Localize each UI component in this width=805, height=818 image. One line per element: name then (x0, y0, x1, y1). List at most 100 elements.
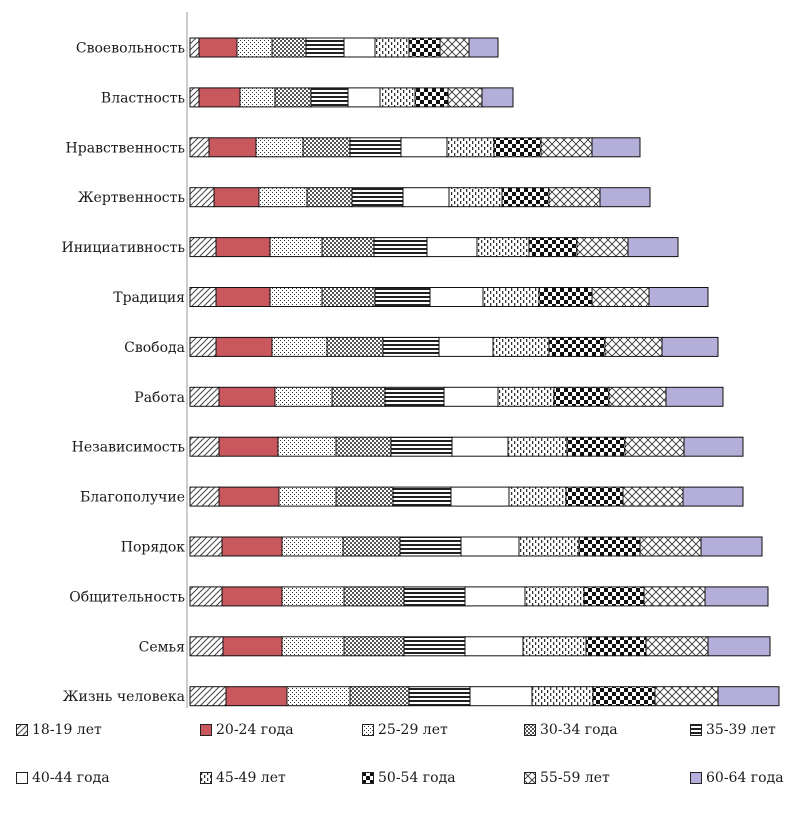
bar-segment (399, 536, 462, 557)
legend-item: 30-34 года (524, 722, 618, 738)
bar-segment (578, 536, 641, 557)
legend-item: 55-59 лет (524, 770, 610, 786)
legend-label: 35-39 лет (706, 722, 776, 738)
bar-segment (408, 37, 441, 58)
bar-segment (189, 237, 217, 258)
category-label: Своевольность (76, 41, 185, 57)
bar-segment (269, 237, 323, 258)
bar-segment (374, 287, 431, 307)
bar-segment (469, 686, 533, 707)
bar-segment (189, 436, 220, 457)
bar-segment (189, 187, 215, 208)
category-label: Нравственность (66, 140, 186, 156)
bar-segment (189, 287, 217, 307)
bar-segment (302, 137, 351, 158)
bar-segment (373, 237, 428, 258)
bar-segment (707, 636, 771, 657)
category-label: Властность (101, 90, 185, 106)
legend-label: 30-34 года (540, 722, 618, 738)
legend-label: 45-49 лет (216, 770, 286, 786)
bar-segment (384, 386, 445, 407)
bar-segment (665, 386, 724, 407)
bar-segment (321, 287, 376, 307)
bar-segment (343, 586, 405, 607)
bar-segment (189, 137, 210, 158)
legend-label: 40-44 года (32, 770, 110, 786)
bar-segment (208, 137, 257, 158)
legend-item: 60-64 года (690, 770, 784, 786)
legend-item: 40-44 года (16, 770, 110, 786)
bar-segment (522, 636, 587, 657)
category-label: Порядок (121, 540, 185, 556)
bar-segment (682, 486, 744, 507)
bar-segment (277, 436, 337, 457)
legend-swatch (362, 772, 374, 784)
bar-segment (493, 137, 542, 158)
bar-segment (225, 686, 288, 707)
bar-segment (604, 336, 663, 357)
bar-segment (379, 87, 416, 108)
bar-segment (218, 486, 280, 507)
bar-segment (321, 237, 375, 258)
bar-segment (306, 187, 353, 208)
bar-segment (661, 336, 719, 357)
bar-segment (392, 486, 452, 507)
category-label: Работа (134, 390, 185, 406)
bar-segment (198, 37, 238, 58)
bar-segment (403, 586, 466, 607)
bar-segment (717, 686, 780, 707)
legend-label: 50-54 года (378, 770, 456, 786)
bar-segment (221, 586, 283, 607)
bar-segment (643, 586, 706, 607)
bar-segment (221, 536, 283, 557)
bar-segment (438, 336, 494, 357)
bar-segment (648, 287, 709, 307)
bar-segment (507, 436, 568, 457)
bar-segment (189, 536, 223, 557)
bar-segment (189, 636, 224, 657)
category-label: Независимость (72, 440, 186, 456)
bar-segment (700, 536, 763, 557)
bar-segment (390, 436, 453, 457)
stacked-bar-chart: Своевольность Властность Нравственность Жер… (62, 12, 780, 708)
bar-segment (447, 87, 483, 108)
bar-segment (518, 536, 580, 557)
legend-label: 20-24 года (216, 722, 294, 738)
legend-swatch (200, 724, 212, 736)
bar-segment (639, 536, 702, 557)
bar-segment (501, 187, 550, 208)
bar-segment (382, 336, 440, 357)
bar-segment (591, 137, 641, 158)
bar-segment (271, 336, 328, 357)
bar-segment (189, 586, 223, 607)
bar-segment (443, 386, 499, 407)
bar-segment (215, 237, 271, 258)
bar-segment (451, 436, 509, 457)
bar-segment (213, 187, 260, 208)
category-label: Традиция (113, 290, 185, 306)
legend-label: 55-59 лет (540, 770, 610, 786)
bar-segment (464, 586, 526, 607)
bar-segment (335, 486, 394, 507)
bar-segment (608, 386, 667, 407)
legend-swatch (524, 724, 536, 736)
bar-segment (189, 386, 220, 407)
bar-segment (351, 187, 404, 208)
bar-segment (448, 187, 503, 208)
bar-segment (271, 37, 307, 58)
bar-segment (189, 37, 200, 58)
bar-segment (622, 486, 684, 507)
bar-segment (281, 636, 345, 657)
bar-segment (492, 336, 550, 357)
bar-segment (189, 87, 200, 108)
legend-swatch (200, 772, 212, 784)
bar-segment (481, 87, 514, 108)
legend-item: 25-29 лет (362, 722, 448, 738)
legend-label: 60-64 года (706, 770, 784, 786)
bar-segment (482, 287, 540, 307)
legend-swatch (524, 772, 536, 784)
bar-segment (269, 287, 323, 307)
legend-item: 18-19 лет (16, 722, 102, 738)
bar-segment (553, 386, 610, 407)
bar-segment (426, 237, 478, 258)
